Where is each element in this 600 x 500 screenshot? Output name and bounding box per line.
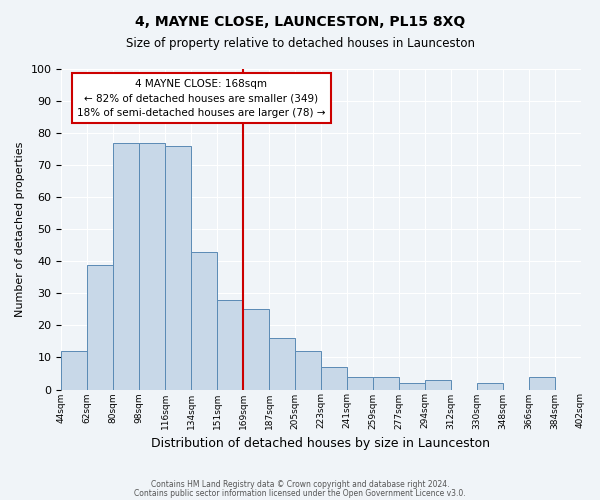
Bar	[139, 142, 165, 390]
Bar	[61, 351, 87, 390]
Bar	[399, 383, 425, 390]
Bar	[476, 383, 503, 390]
Bar	[373, 376, 399, 390]
Bar	[321, 367, 347, 390]
Bar	[243, 310, 269, 390]
Text: 4, MAYNE CLOSE, LAUNCESTON, PL15 8XQ: 4, MAYNE CLOSE, LAUNCESTON, PL15 8XQ	[135, 15, 465, 29]
Text: Contains HM Land Registry data © Crown copyright and database right 2024.: Contains HM Land Registry data © Crown c…	[151, 480, 449, 489]
Bar	[269, 338, 295, 390]
Bar	[217, 300, 243, 390]
Text: Size of property relative to detached houses in Launceston: Size of property relative to detached ho…	[125, 38, 475, 51]
Y-axis label: Number of detached properties: Number of detached properties	[15, 142, 25, 317]
Bar	[347, 376, 373, 390]
Text: 4 MAYNE CLOSE: 168sqm
← 82% of detached houses are smaller (349)
18% of semi-det: 4 MAYNE CLOSE: 168sqm ← 82% of detached …	[77, 78, 326, 118]
Bar	[191, 252, 217, 390]
Bar	[87, 264, 113, 390]
Bar	[165, 146, 191, 390]
Text: Contains public sector information licensed under the Open Government Licence v3: Contains public sector information licen…	[134, 488, 466, 498]
Bar	[529, 376, 554, 390]
Bar	[113, 142, 139, 390]
Bar	[425, 380, 451, 390]
X-axis label: Distribution of detached houses by size in Launceston: Distribution of detached houses by size …	[151, 437, 490, 450]
Bar	[295, 351, 321, 390]
